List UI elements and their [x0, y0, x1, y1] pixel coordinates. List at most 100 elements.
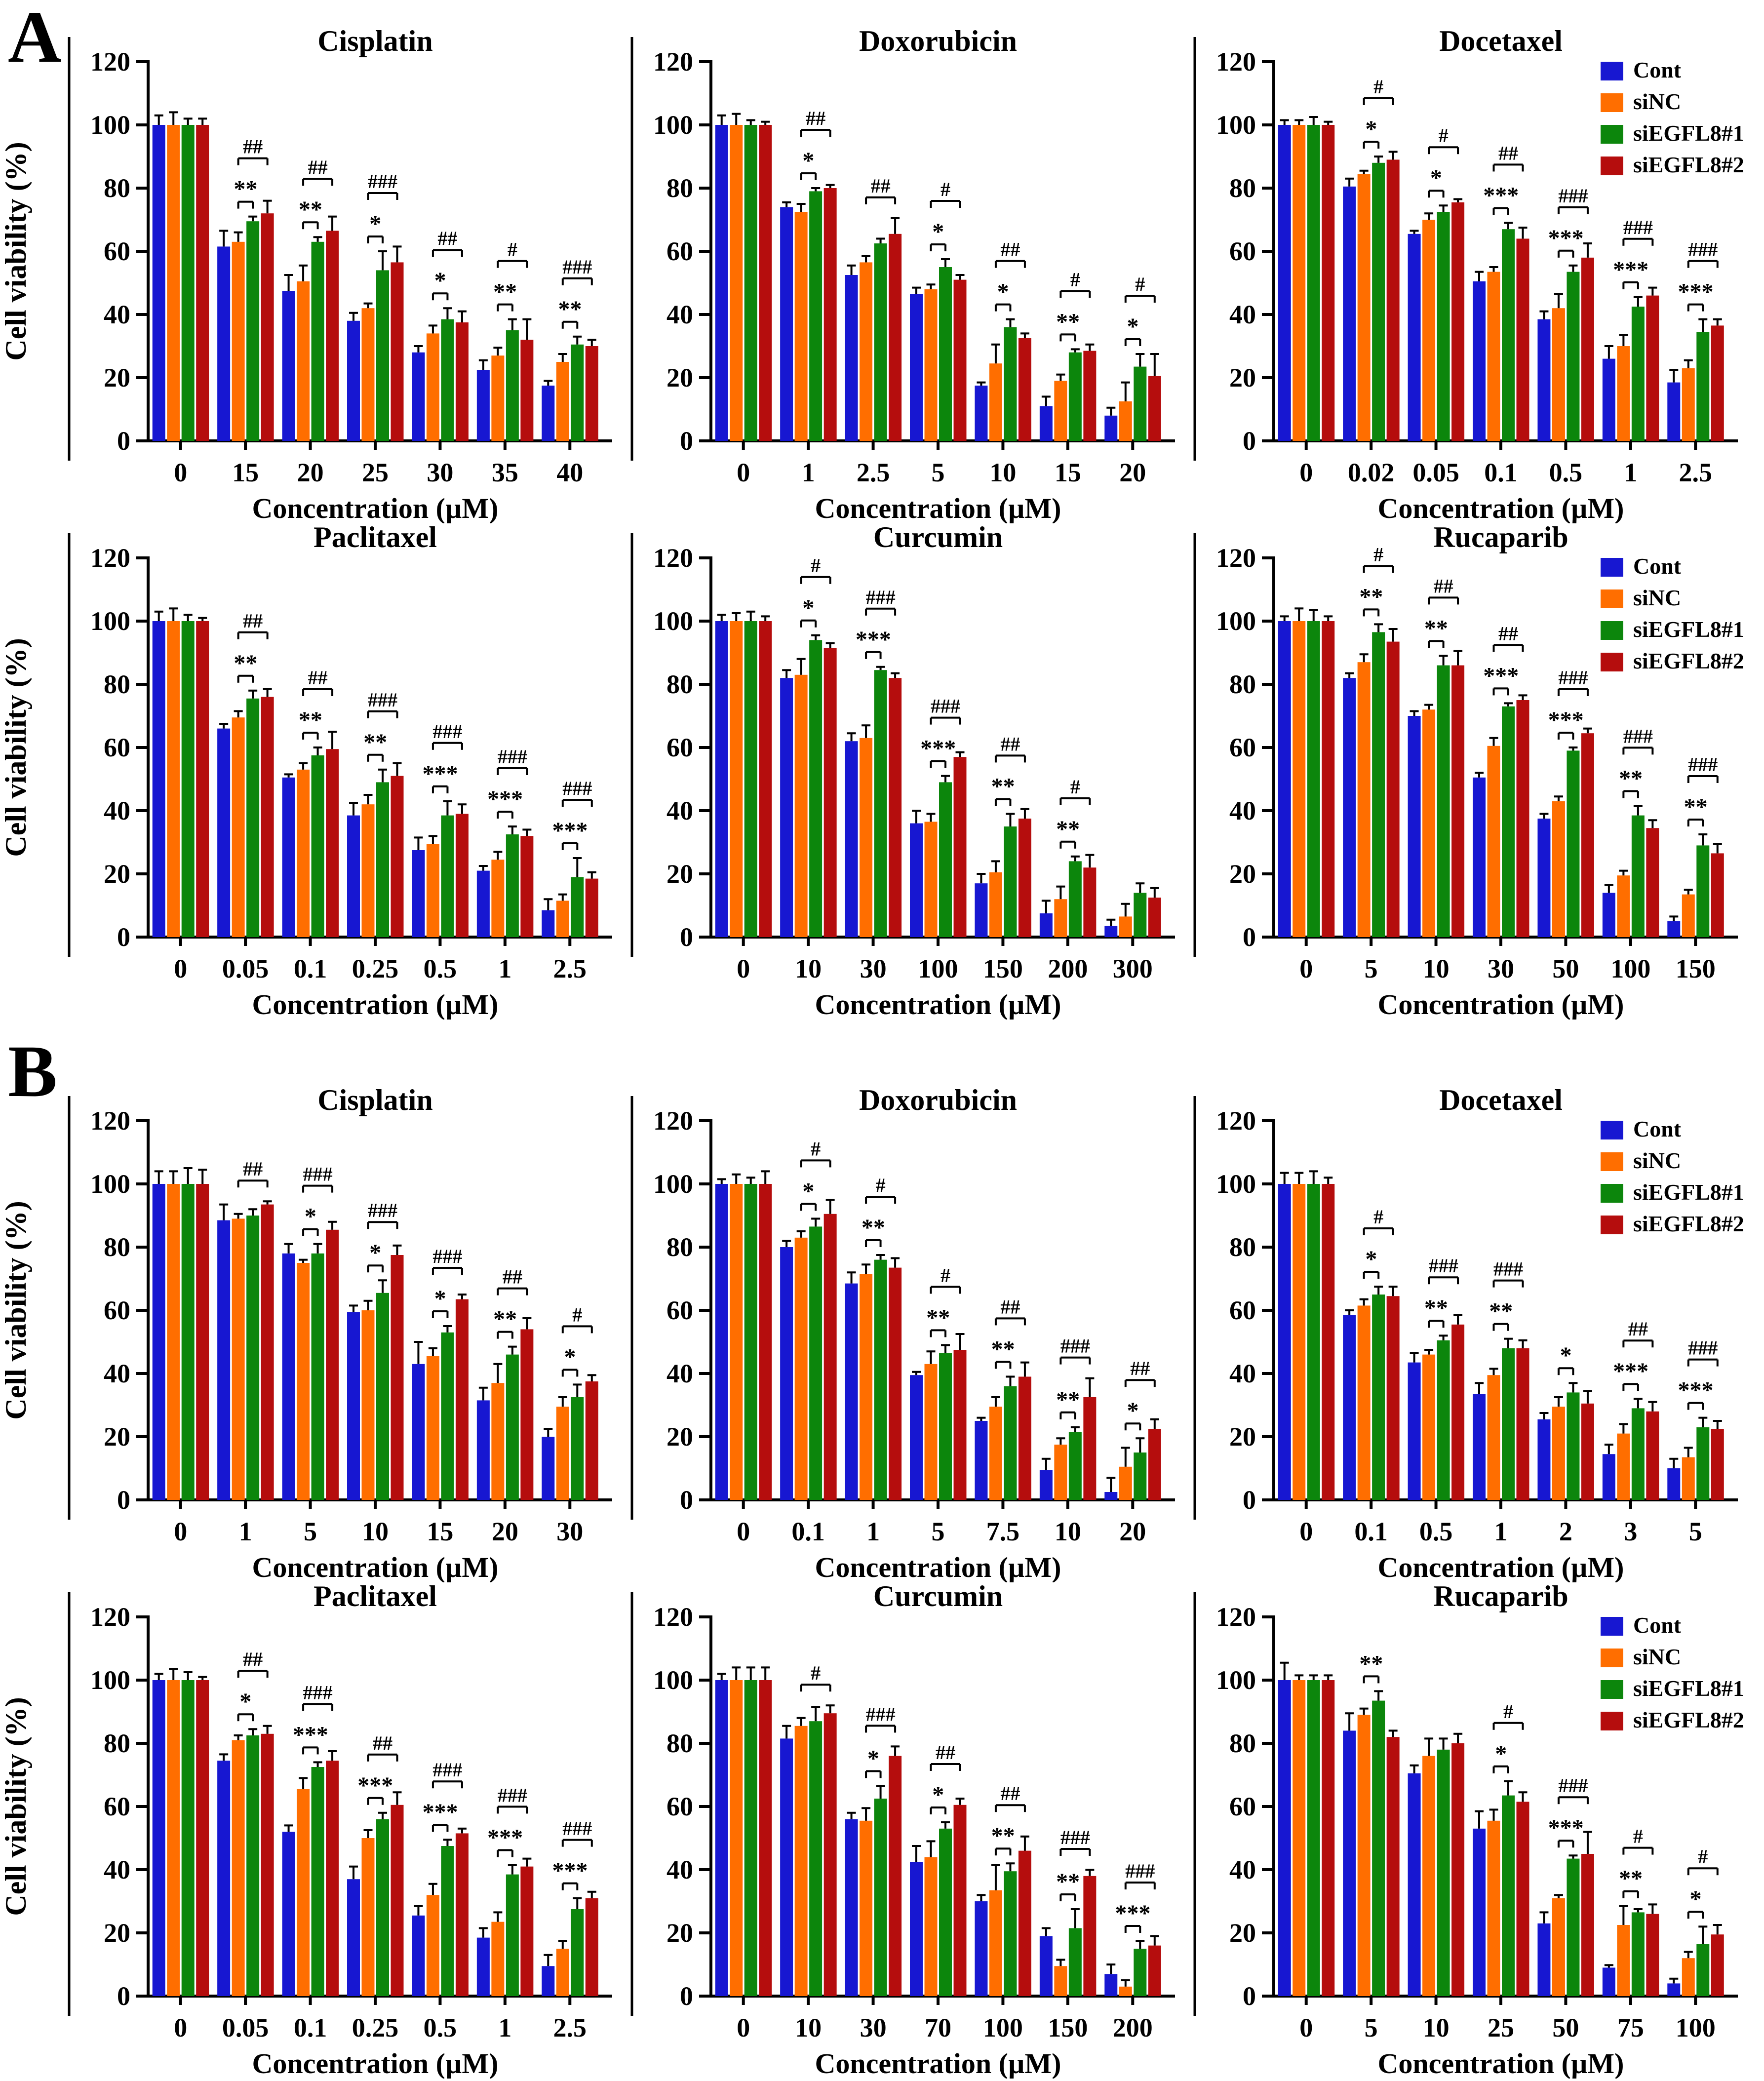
- bar-cont-1: [845, 1283, 858, 1500]
- x-tick-label: 0: [174, 458, 187, 487]
- x-tick-label: 2.5: [857, 458, 890, 487]
- y-tick-label: 20: [1229, 363, 1256, 393]
- bar-sinc-2: [1552, 1407, 1565, 1500]
- sig-star-label: **: [299, 707, 322, 733]
- x-tick-label: 0: [737, 954, 750, 983]
- bar-sinc-0.1: [794, 1237, 808, 1500]
- y-tick-label: 120: [1216, 47, 1256, 77]
- bar-siegfl8#1-5: [939, 1353, 952, 1500]
- bar-siegfl8#2-0.02: [1386, 159, 1400, 441]
- sig-hash-label: ###: [368, 689, 397, 711]
- x-tick-label: 0.05: [222, 954, 269, 983]
- chart-a-docetaxel: 0 20 40 60 80 100 120 Docetaxel 0 0.02 * #0.05 * #0.1…: [1180, 25, 1763, 524]
- bar-cont-0: [152, 1184, 165, 1500]
- bar-siegfl8#2-10: [823, 648, 837, 937]
- y-tick-label: 60: [666, 1296, 693, 1325]
- sig-hash-label: ###: [1558, 185, 1588, 207]
- sig-star-label: *: [1365, 1246, 1377, 1272]
- legend-label-siegfl8#1: siEGFL8#1: [1633, 1179, 1744, 1205]
- bar-sinc-0: [1293, 1680, 1306, 1996]
- bar-cont-25: [1473, 1828, 1486, 1996]
- sig-star-label: **: [493, 1306, 517, 1333]
- y-tick-label: 80: [104, 669, 130, 699]
- x-axis-title: Concentration (µM): [1378, 2047, 1624, 2079]
- legend-label-siegfl8#2: siEGFL8#2: [1633, 1211, 1744, 1236]
- bar-siegfl8#2-30: [585, 1381, 598, 1500]
- bar-siegfl8#2-0.1: [326, 749, 339, 937]
- bar-cont-5: [910, 294, 923, 441]
- bar-sinc-5: [924, 1364, 938, 1500]
- sig-star-label: *: [369, 1240, 381, 1266]
- legend-label-cont: Cont: [1633, 553, 1682, 579]
- legend-swatch-siegfl8#1: [1601, 125, 1623, 144]
- bar-siegfl8#1-0: [1307, 1184, 1320, 1500]
- y-tick-label: 80: [666, 173, 693, 203]
- bar-sinc-5: [1357, 662, 1371, 937]
- bar-cont-0.1: [1343, 1315, 1356, 1500]
- y-tick-label: 60: [104, 1792, 130, 1821]
- chart-title: Doxorubicin: [859, 27, 1017, 57]
- y-tick-label: 100: [90, 606, 130, 636]
- bar-siegfl8#2-0.25: [391, 776, 404, 937]
- bar-siegfl8#2-30: [889, 678, 902, 937]
- y-axis-title: Cell viability (%): [0, 638, 32, 857]
- y-tick-label: 40: [1229, 1359, 1256, 1388]
- bar-siegfl8#2-0.1: [823, 1214, 837, 1500]
- bar-sinc-100: [924, 822, 938, 937]
- bar-sinc-15: [426, 1356, 439, 1500]
- sig-hash-label: ###: [498, 1784, 527, 1806]
- legend-label-cont: Cont: [1633, 1612, 1682, 1638]
- y-tick-label: 100: [653, 110, 693, 140]
- x-tick-label: 100: [1676, 2013, 1716, 2042]
- bar-cont-0.05: [217, 1761, 231, 1996]
- bar-cont-10: [1408, 1773, 1421, 1996]
- sig-hash-label: ###: [1558, 667, 1588, 689]
- bar-siegfl8#1-0.1: [311, 1767, 324, 1996]
- bar-siegfl8#1-0.02: [1372, 162, 1385, 441]
- sig-hash-label: ##: [308, 667, 328, 689]
- bar-siegfl8#1-30: [441, 319, 454, 441]
- sig-hash-label: ###: [432, 720, 462, 743]
- bar-siegfl8#2-0.05: [1451, 202, 1465, 441]
- chart-canvas-paclitaxel: 0 20 40 60 80 100 120 Cell viability (%) Paclita…: [0, 1580, 612, 2080]
- bar-sinc-0.02: [1357, 174, 1371, 441]
- bar-siegfl8#2-2.5: [1711, 325, 1724, 441]
- bar-cont-50: [1537, 819, 1551, 937]
- y-tick-label: 80: [1229, 669, 1256, 699]
- bar-cont-0.05: [217, 728, 231, 937]
- bar-siegfl8#1-30: [1502, 706, 1515, 937]
- bar-cont-0.1: [282, 1832, 295, 1996]
- x-tick-label: 0.1: [294, 2013, 327, 2042]
- bar-siegfl8#2-0.1: [1386, 1296, 1400, 1500]
- x-tick-label: 30: [860, 2013, 887, 2042]
- bar-sinc-0.5: [426, 844, 439, 937]
- y-tick-label: 0: [680, 426, 693, 456]
- bar-siegfl8#1-0: [744, 1680, 757, 1996]
- bar-cont-70: [910, 1862, 923, 1996]
- y-tick-label: 100: [1216, 606, 1256, 636]
- bar-cont-35: [476, 370, 490, 441]
- y-tick-label: 40: [666, 1359, 693, 1388]
- bar-cont-2.5: [542, 1966, 555, 1996]
- bar-cont-100: [975, 1901, 988, 1996]
- bar-siegfl8#1-20: [1134, 1453, 1147, 1500]
- x-tick-label: 1: [1624, 458, 1637, 487]
- bar-sinc-0.1: [297, 769, 310, 937]
- sig-star-label: *: [1127, 1398, 1139, 1424]
- y-tick-label: 120: [1216, 543, 1256, 573]
- sig-hash-label: ###: [432, 1759, 462, 1781]
- sig-hash-label: ###: [1060, 1826, 1090, 1848]
- y-tick-label: 100: [1216, 1665, 1256, 1695]
- bar-sinc-0: [167, 621, 180, 937]
- bar-cont-200: [1104, 1974, 1118, 1996]
- x-tick-label: 10: [795, 954, 822, 983]
- sig-hash-label: ###: [1493, 1258, 1523, 1280]
- x-tick-label: 20: [1119, 1517, 1146, 1546]
- x-tick-label: 0.5: [1549, 458, 1583, 487]
- sig-hash-label: #: [1503, 1700, 1513, 1723]
- y-tick-label: 80: [104, 1232, 130, 1262]
- sig-star-label: ***: [487, 786, 523, 812]
- x-tick-label: 40: [556, 458, 583, 487]
- bar-siegfl8#1-2.5: [571, 877, 584, 937]
- sig-hash-label: ##: [503, 1266, 522, 1288]
